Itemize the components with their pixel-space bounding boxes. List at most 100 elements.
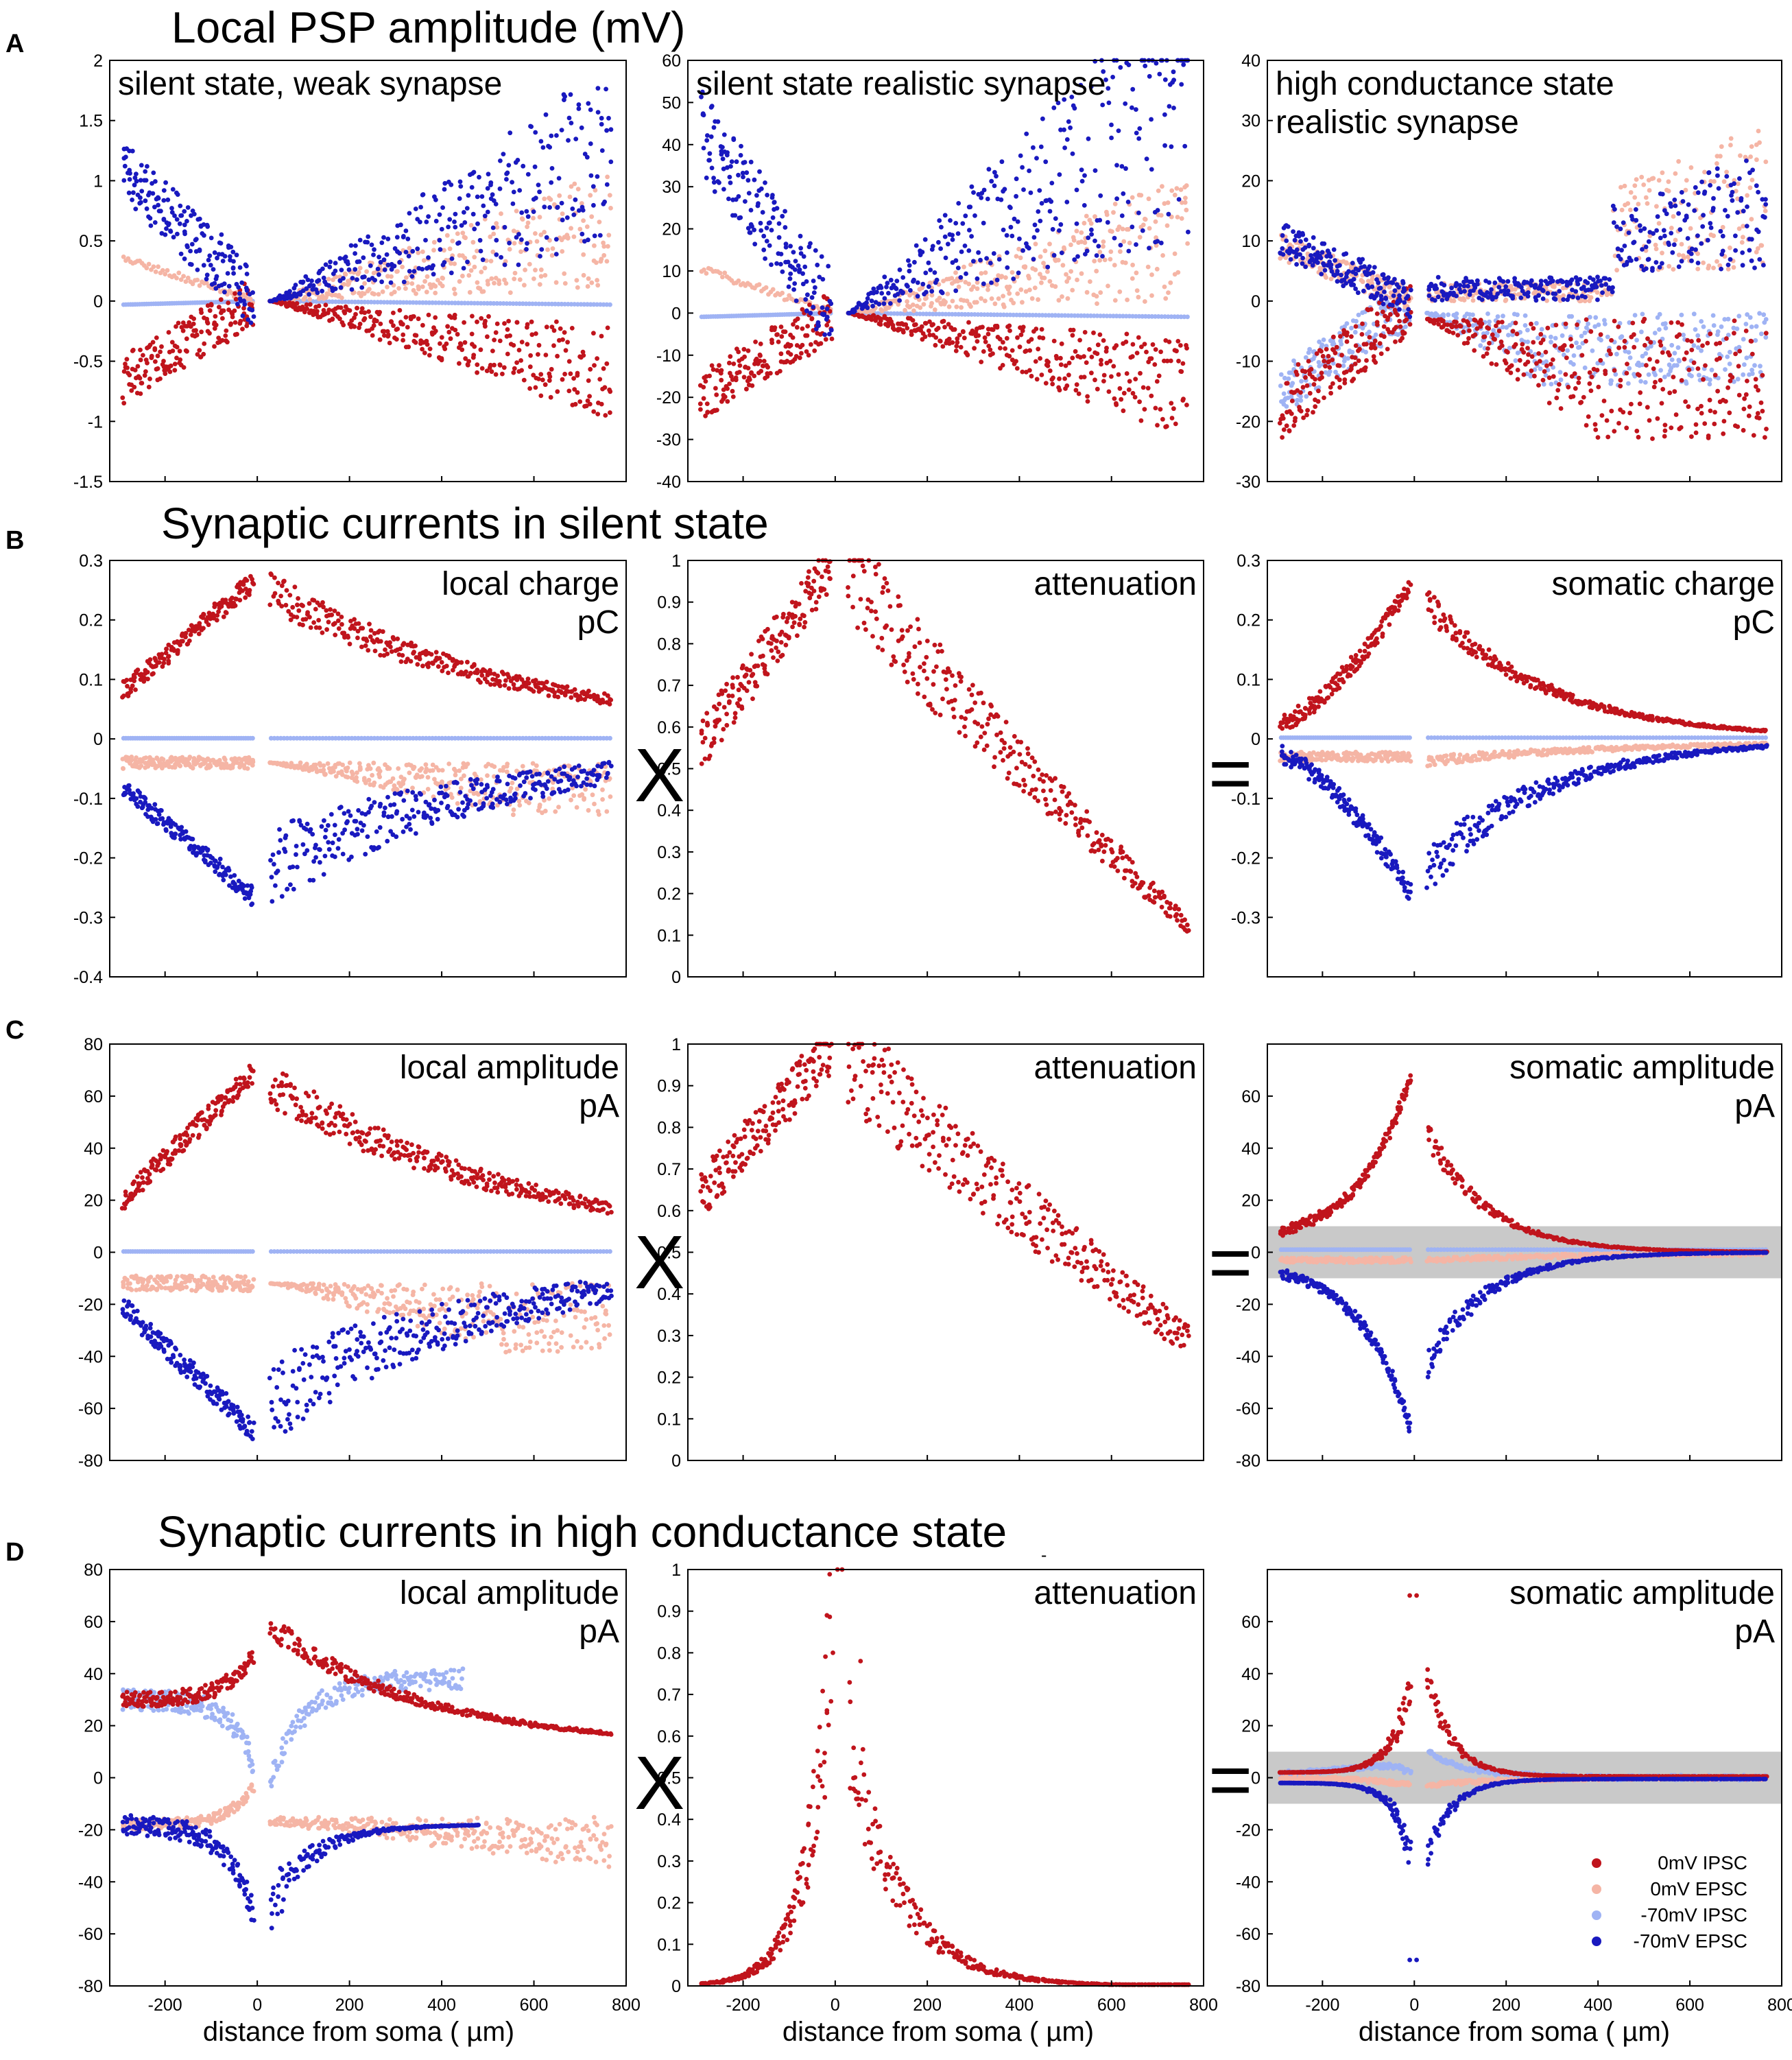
data-point — [1701, 260, 1706, 265]
data-point — [587, 401, 593, 407]
data-point — [449, 256, 455, 261]
data-point — [1297, 405, 1302, 410]
data-point — [1618, 377, 1623, 383]
data-point — [414, 291, 418, 296]
data-point — [452, 312, 457, 318]
data-point — [1126, 387, 1132, 392]
data-point — [1391, 293, 1396, 298]
data-point — [542, 204, 547, 210]
data-point — [1587, 370, 1592, 375]
data-point — [462, 340, 468, 345]
data-point — [401, 338, 405, 343]
data-point — [1105, 220, 1110, 225]
data-point — [1561, 297, 1566, 302]
data-point — [346, 299, 351, 305]
data-point — [816, 323, 821, 329]
data-point — [1298, 408, 1304, 414]
data-point — [1618, 226, 1623, 232]
data-point — [475, 280, 480, 285]
data-point — [224, 338, 228, 344]
data-point — [558, 326, 563, 331]
data-point — [339, 268, 344, 272]
data-point — [968, 304, 973, 309]
data-point — [1478, 343, 1483, 348]
data-point — [580, 208, 586, 213]
data-point — [382, 268, 387, 272]
data-point — [1088, 279, 1092, 284]
data-point — [1662, 375, 1667, 379]
data-point — [504, 301, 510, 306]
data-point — [1653, 242, 1658, 248]
data-point — [1554, 395, 1560, 401]
data-point — [752, 177, 757, 182]
data-point — [778, 351, 784, 357]
data-point — [782, 209, 787, 214]
row-title-a: Local PSP amplitude (mV) — [171, 3, 685, 52]
data-point — [1149, 167, 1154, 172]
data-point — [1485, 311, 1490, 316]
data-point — [426, 312, 431, 318]
data-point — [1039, 280, 1044, 285]
data-point — [798, 233, 803, 239]
data-point — [589, 280, 595, 285]
data-point — [394, 300, 400, 305]
data-point — [1324, 346, 1329, 352]
data-point — [468, 300, 474, 306]
data-point — [782, 329, 788, 334]
data-point — [307, 296, 313, 302]
data-point — [1571, 353, 1577, 358]
data-point — [1619, 207, 1625, 213]
data-point — [420, 346, 425, 352]
data-point — [1657, 311, 1662, 317]
data-point — [204, 272, 210, 278]
data-point — [1727, 410, 1732, 416]
data-point — [565, 340, 570, 345]
data-point — [1021, 187, 1026, 192]
data-point — [536, 377, 541, 381]
data-point — [504, 171, 509, 176]
data-point — [738, 215, 743, 220]
data-point — [1057, 228, 1062, 233]
data-point — [189, 262, 194, 267]
data-point — [608, 159, 614, 165]
data-point — [1637, 372, 1642, 378]
data-point — [1671, 267, 1676, 272]
data-point — [222, 281, 227, 286]
data-point — [385, 333, 391, 339]
data-point — [379, 279, 384, 285]
data-point — [1660, 387, 1666, 392]
data-point — [1298, 398, 1304, 403]
data-point — [937, 338, 942, 344]
data-point — [1571, 362, 1576, 367]
data-point — [1660, 170, 1665, 176]
data-point — [357, 321, 363, 327]
data-point — [482, 265, 488, 271]
data-point — [546, 143, 551, 149]
data-point — [1175, 339, 1181, 344]
data-point — [1108, 359, 1113, 364]
data-point — [549, 253, 555, 258]
data-point — [774, 206, 780, 211]
data-point — [133, 206, 139, 211]
data-point — [1703, 363, 1708, 368]
data-point — [1544, 359, 1549, 364]
data-point — [769, 262, 774, 268]
data-point — [887, 301, 893, 306]
data-point — [450, 239, 455, 244]
data-point — [466, 300, 470, 306]
data-point — [1679, 378, 1684, 383]
data-point — [1691, 360, 1697, 366]
data-point — [769, 228, 774, 233]
data-point — [579, 238, 584, 244]
data-point — [168, 229, 174, 234]
data-point — [1167, 340, 1172, 344]
data-point — [815, 262, 820, 268]
data-point — [1281, 427, 1287, 432]
data-point — [1033, 267, 1038, 272]
data-point — [1057, 376, 1062, 381]
data-point — [728, 180, 733, 185]
data-point — [536, 342, 542, 348]
data-point — [182, 209, 187, 214]
data-point — [534, 331, 538, 336]
data-point — [942, 213, 948, 218]
